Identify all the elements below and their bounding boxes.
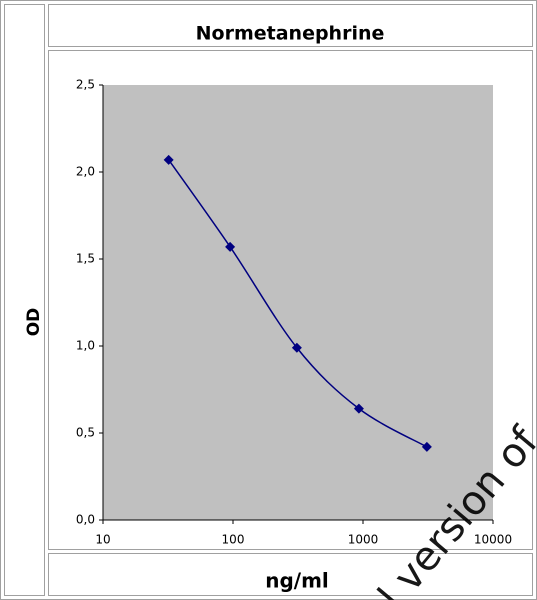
marker — [225, 241, 236, 252]
x-axis-label: ng/ml — [265, 569, 329, 593]
marker — [163, 154, 174, 165]
frame — [48, 4, 533, 47]
marker — [421, 441, 432, 452]
y-tick-label: 2,5 — [76, 78, 95, 92]
frame — [48, 553, 533, 596]
y-tick-label: 2,0 — [76, 165, 95, 179]
x-tick-label: 100 — [222, 533, 245, 547]
y-tick-label: 0,5 — [76, 426, 95, 440]
plot-area — [103, 85, 493, 520]
plot: 0,0 0,5 1,0 1,5 2,0 2,5 10 100 1000 10000 — [76, 78, 512, 547]
chart-title: Normetanephrine — [196, 23, 385, 45]
x-tick-label: 10 — [95, 533, 110, 547]
y-tick-label: 1,5 — [76, 252, 95, 266]
frame — [48, 50, 533, 550]
x-tick-label: 1000 — [348, 533, 379, 547]
y-tick-label: 1,0 — [76, 339, 95, 353]
marker — [353, 403, 364, 414]
frame — [4, 4, 45, 596]
y-tick-label: 0,0 — [76, 513, 95, 527]
marker — [291, 342, 302, 353]
y-axis-label: OD — [24, 308, 44, 337]
line — [168, 159, 428, 448]
x-tick-label: 10000 — [474, 533, 512, 547]
